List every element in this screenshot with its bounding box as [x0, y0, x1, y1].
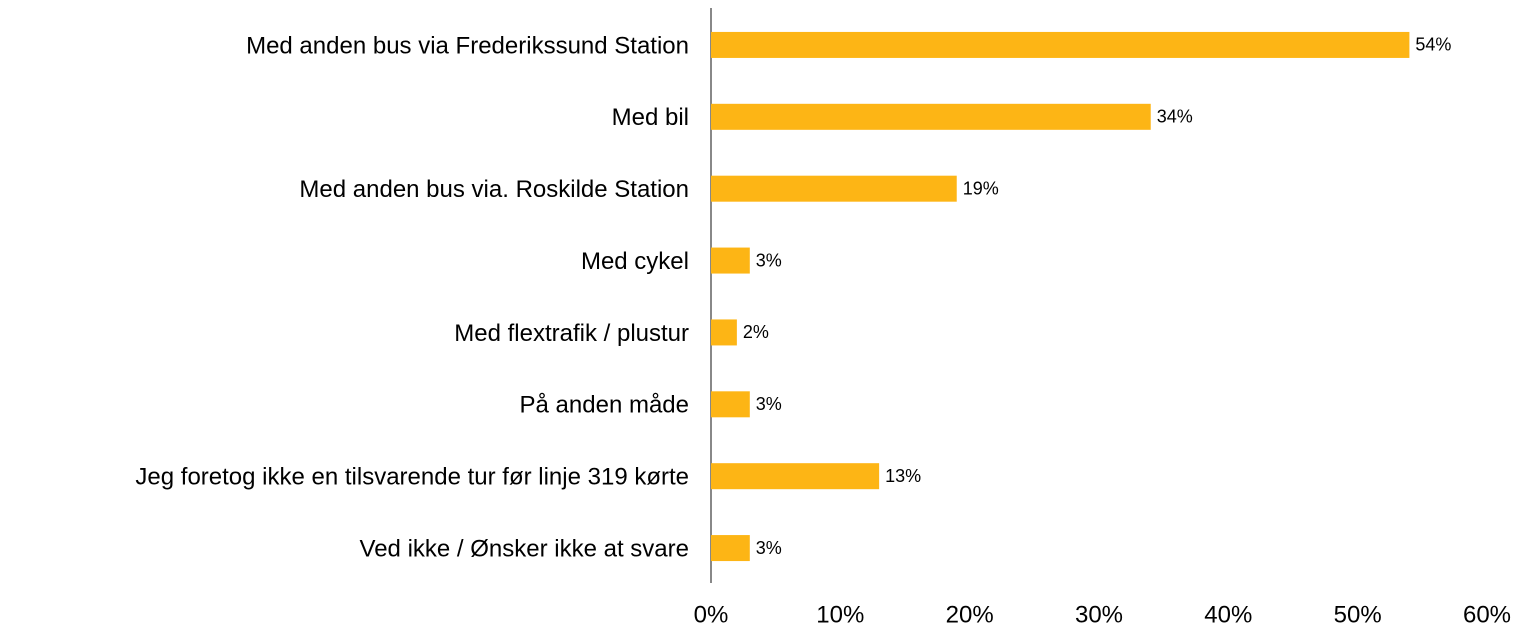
bar: [711, 31, 1410, 58]
y-tick-label: På anden måde: [520, 392, 689, 419]
bar: [711, 463, 880, 490]
bar: [711, 103, 1151, 130]
y-tick-label: Jeg foretog ikke en tilsvarende tur før …: [135, 464, 689, 491]
value-label: 3%: [756, 250, 782, 270]
value-label: 2%: [743, 322, 769, 342]
bar: [711, 319, 737, 346]
y-tick-label: Med anden bus via. Roskilde Station: [299, 176, 689, 203]
x-tick-label: 10%: [816, 601, 864, 628]
bar: [711, 391, 750, 418]
x-tick-label: 30%: [1075, 601, 1123, 628]
value-label: 3%: [756, 538, 782, 558]
bar: [711, 535, 750, 562]
y-tick-label: Med anden bus via Frederikssund Station: [246, 32, 689, 59]
y-tick-label: Med flextrafik / plustur: [454, 320, 689, 347]
y-tick-label: Ved ikke / Ønsker ikke at svare: [360, 535, 689, 562]
y-tick-label: Med bil: [612, 104, 689, 131]
value-label: 13%: [885, 466, 921, 486]
value-label: 19%: [963, 178, 999, 198]
x-tick-label: 60%: [1463, 601, 1511, 628]
bar: [711, 175, 957, 202]
x-tick-label: 40%: [1204, 601, 1252, 628]
y-tick-label: Med cykel: [581, 248, 689, 275]
x-tick-label: 50%: [1334, 601, 1382, 628]
bar: [711, 247, 750, 274]
value-label: 54%: [1415, 35, 1451, 55]
x-tick-label: 0%: [694, 601, 729, 628]
x-tick-label: 20%: [946, 601, 994, 628]
value-label: 34%: [1157, 107, 1193, 127]
value-label: 3%: [756, 394, 782, 414]
